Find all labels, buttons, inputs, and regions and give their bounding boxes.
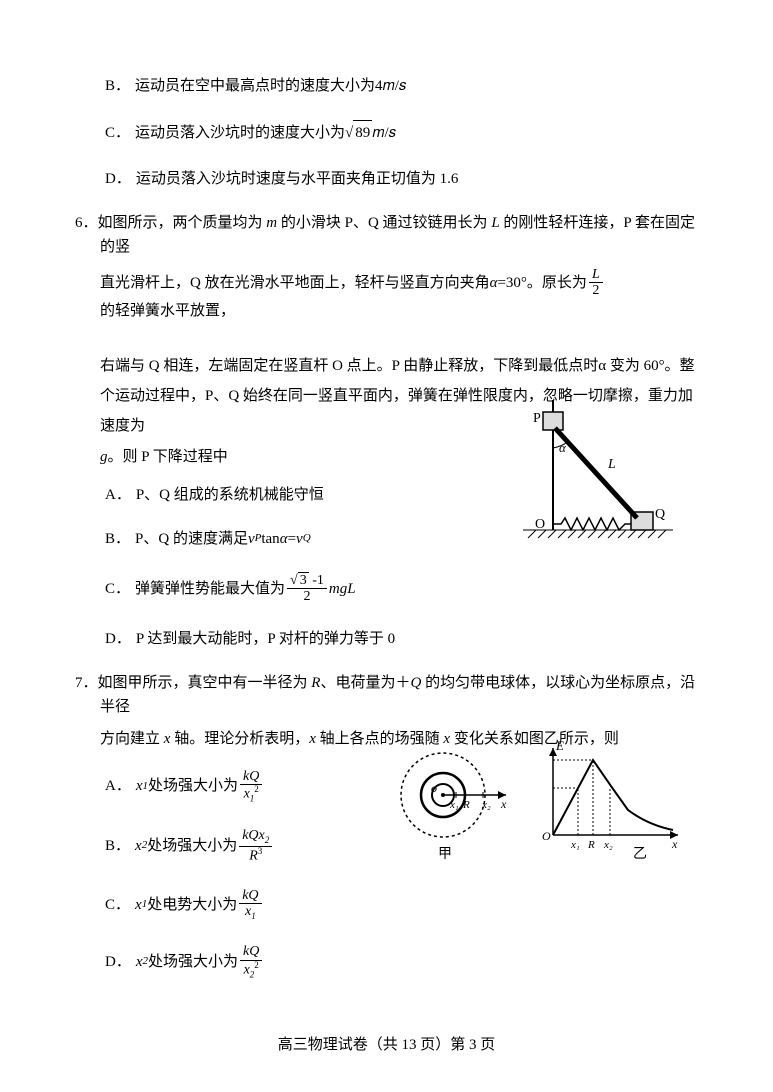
fraction-L-over-2: L 2 [589,267,603,299]
option-text: P、Q 组成的系统机械能守恒 [136,483,324,507]
option-text: 运动员在空中最高点时的速度大小为4𝑚/𝑠 [135,74,406,98]
svg-text:o: o [431,781,437,795]
q7-option-d: D． x2 处场强大小为 kQ x22 [105,944,698,980]
q5-option-c: C． 运动员落入沙坑时的速度大小为 √89 𝑚/𝑠 [105,120,698,145]
question-number: 6． [75,215,98,231]
yi-label: 乙 [633,846,647,862]
svg-text:x₂: x₂ [481,799,491,811]
q6-diagram: P Q O L α [523,400,673,553]
option-label: C． [105,577,130,601]
q6-option-c: C． 弹簧弹性势能最大值为 √3 -1 2 mgL [105,573,698,605]
fraction-sqrt3-minus-1-over-2: √3 -1 2 [287,573,327,605]
jia-label: 甲 [438,847,452,862]
option-label: A． [105,774,131,798]
option-label: D． [105,950,131,974]
fraction: kQx2 R3 [239,828,272,864]
option-label: A． [105,483,131,507]
option-label: B． [105,74,130,98]
diagram-svg: P Q O L α [523,400,673,545]
svg-text:O: O [542,829,551,843]
svg-text:R: R [462,799,470,811]
q-label: Q [655,507,665,522]
option-label: C． [105,121,130,145]
sqrt-value: 89 [353,120,372,145]
q5-option-b: B． 运动员在空中最高点时的速度大小为4𝑚/𝑠 [105,74,698,98]
question-number: 7． [75,675,98,691]
fraction: kQ x12 [240,769,262,805]
q7-diagram: o x₁ R x₂ x 甲 O E x x₁ R x₂ 乙 [388,740,688,878]
o-label: O [535,517,545,532]
fraction: kQ x22 [240,944,262,980]
p-label: P [533,411,541,426]
alpha-label: α [559,440,567,455]
diagram-svg: o x₁ R x₂ x 甲 O E x x₁ R x₂ 乙 [388,740,688,870]
option-text-post: 𝑚/𝑠 [372,121,396,145]
svg-text:x₂: x₂ [603,839,613,851]
q7-option-c: C． x1 处电势大小为 kQ x1 [105,888,698,922]
svg-text:x: x [671,837,678,851]
svg-text:x₁: x₁ [449,799,459,811]
q5-option-d: D． 运动员落入沙坑时速度与水平面夹角正切值为 1.6 [105,167,698,191]
option-text-pre: 运动员落入沙坑时的速度大小为 [135,121,345,145]
svg-text:x: x [500,797,507,811]
option-label: D． [105,627,131,651]
option-label: B． [105,527,130,551]
fraction: kQ x1 [239,888,261,922]
question-7: 7．如图甲所示，真空中有一半径为 R、电荷量为＋Q 的均匀带电球体，以球心为坐标… [75,671,698,751]
l-label: L [607,457,616,472]
option-label: D． [105,167,131,191]
q6-option-d: D． P 达到最大动能时，P 对杆的弹力等于 0 [105,627,698,651]
option-label: B． [105,834,130,858]
svg-text:E: E [555,740,564,753]
svg-text:x₁: x₁ [570,839,580,851]
svg-text:R: R [587,839,595,851]
page-footer: 高三物理试卷（共 13 页）第 3 页 [0,1033,773,1057]
option-text: 运动员落入沙坑时速度与水平面夹角正切值为 1.6 [136,167,459,191]
option-label: C． [105,893,130,917]
